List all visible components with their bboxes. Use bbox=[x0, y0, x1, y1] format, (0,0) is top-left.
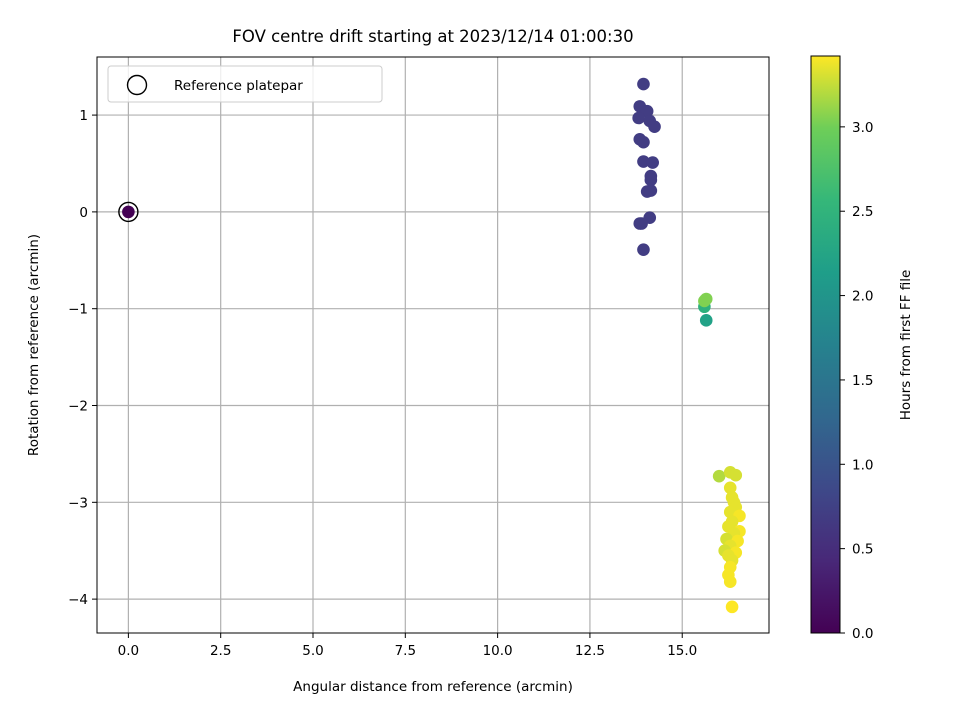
data-point bbox=[723, 575, 737, 588]
y-axis-label: Rotation from reference (arcmin) bbox=[26, 234, 42, 456]
x-tick-label: 2.5 bbox=[210, 643, 231, 659]
legend-label-reference: Reference platepar bbox=[174, 78, 303, 94]
data-point bbox=[646, 156, 659, 169]
colorbar: 0.0 0.5 1.0 1.5 2.0 2.5 3.0 Hours from first F… bbox=[810, 55, 914, 642]
data-point bbox=[632, 111, 645, 125]
data-point bbox=[648, 120, 661, 134]
chart-title: FOV centre drift starting at 2023/12/14 … bbox=[232, 27, 633, 46]
y-tick-label: 0 bbox=[79, 205, 88, 221]
plot-frame bbox=[96, 56, 770, 634]
data-point bbox=[637, 135, 650, 149]
colorbar-tick-label: 1.0 bbox=[852, 457, 873, 473]
colorbar-tick-label: 0.0 bbox=[852, 626, 873, 642]
y-tick-label: 1 bbox=[79, 108, 88, 124]
data-point bbox=[640, 104, 654, 118]
data-points bbox=[118, 77, 746, 614]
data-point bbox=[699, 292, 713, 306]
x-tick-label: 15.0 bbox=[667, 643, 697, 659]
legend: Reference platepar bbox=[107, 65, 383, 103]
colorbar-label: Hours from first FF file bbox=[898, 270, 914, 421]
data-point bbox=[637, 243, 650, 256]
data-point bbox=[725, 600, 739, 614]
y-tick-label: −4 bbox=[68, 592, 88, 608]
x-tick-label: 10.0 bbox=[483, 643, 513, 659]
x-tick-label: 5.0 bbox=[302, 643, 323, 659]
legend-box bbox=[107, 65, 383, 103]
data-point bbox=[644, 173, 658, 187]
data-point bbox=[699, 314, 713, 327]
data-point bbox=[637, 77, 650, 91]
legend-marker-reference bbox=[126, 74, 148, 96]
colorbar-tick-label: 2.5 bbox=[852, 204, 873, 220]
colorbar-tick-label: 1.5 bbox=[852, 373, 873, 389]
data-point bbox=[637, 155, 650, 168]
data-point bbox=[729, 468, 743, 482]
data-point bbox=[723, 481, 737, 495]
x-axis-label: Angular distance from reference (arcmin) bbox=[293, 679, 573, 695]
data-point bbox=[635, 217, 648, 230]
reference-platepar-marker bbox=[118, 201, 139, 223]
data-point bbox=[712, 469, 726, 483]
x-tick-label: 0.0 bbox=[118, 643, 139, 659]
colorbar-tick-label: 0.5 bbox=[852, 542, 873, 558]
data-point bbox=[644, 184, 658, 197]
y-tick-label: −1 bbox=[68, 302, 88, 318]
data-point bbox=[122, 205, 135, 219]
colorbar-ticks: 0.0 0.5 1.0 1.5 2.0 2.5 3.0 bbox=[840, 120, 873, 642]
y-tick-label: −2 bbox=[68, 399, 88, 415]
colorbar-tick-label: 3.0 bbox=[852, 120, 873, 136]
y-tick-label: −3 bbox=[68, 495, 88, 511]
grid-lines bbox=[97, 57, 769, 633]
x-tick-label: 7.5 bbox=[395, 643, 416, 659]
x-tick-label: 12.5 bbox=[575, 643, 605, 659]
colorbar-gradient bbox=[810, 55, 841, 634]
x-axis-ticks: 0.0 2.5 5.0 7.5 10.0 12.5 15.0 bbox=[118, 633, 697, 659]
colorbar-tick-label: 2.0 bbox=[852, 289, 873, 305]
y-axis-ticks: 1 0 −1 −2 −3 −4 bbox=[68, 108, 97, 608]
